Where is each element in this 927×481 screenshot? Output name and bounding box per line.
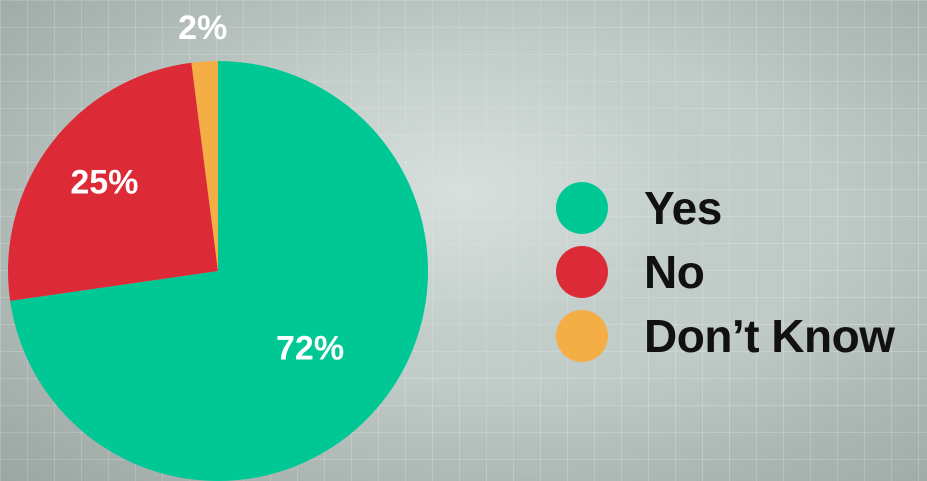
legend-label-no: No bbox=[644, 246, 705, 298]
legend: Yes No Don’t Know bbox=[556, 176, 921, 368]
pie-slices bbox=[8, 61, 428, 481]
legend-item-dont-know: Don’t Know bbox=[556, 304, 921, 368]
legend-label-yes: Yes bbox=[644, 182, 722, 234]
legend-label-dont-know: Don’t Know bbox=[644, 310, 895, 362]
data-label-dont-know: 2% bbox=[178, 9, 227, 47]
legend-item-yes: Yes bbox=[556, 176, 921, 240]
legend-swatch-no bbox=[556, 246, 608, 298]
data-label-no: 25% bbox=[70, 164, 138, 202]
pie-data-labels: 72% 25% 2% bbox=[70, 9, 344, 368]
pie-slice-dont-know bbox=[191, 61, 218, 271]
pie-slice-no bbox=[8, 62, 219, 301]
legend-swatch-dont-know bbox=[556, 310, 608, 362]
pie-slice-yes bbox=[10, 61, 428, 481]
data-label-yes: 72% bbox=[276, 330, 344, 368]
legend-swatch-yes bbox=[556, 182, 608, 234]
legend-item-no: No bbox=[556, 240, 921, 304]
